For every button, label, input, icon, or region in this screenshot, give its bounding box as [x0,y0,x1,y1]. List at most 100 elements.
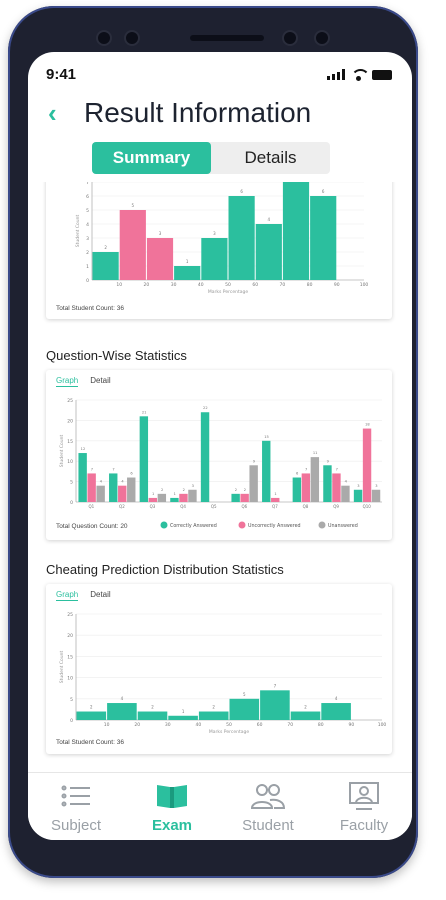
x-tick-label: 50 [225,282,231,288]
y-tick-label: 15 [67,654,73,660]
camera-dot [126,32,138,44]
x-tick-label: Q5 [211,504,217,509]
wifi-icon [351,69,370,81]
x-tick-label: Q4 [180,504,186,509]
x-tick-label: 10 [104,722,110,728]
bar-value-label: 5 [132,203,135,208]
bar [341,485,350,502]
x-tick-label: Q7 [272,504,278,509]
bar-value-label: 4 [335,696,338,701]
bar [137,711,168,720]
bar-value-label: 11 [313,451,318,455]
bar-value-label: 3 [357,484,359,488]
nav-item-subject[interactable]: Subject [28,773,124,840]
bar [228,196,255,280]
bar [200,412,210,502]
y-tick-label: 5 [86,208,89,214]
header: ‹ Result Information [28,92,412,136]
bar-value-label: 21 [142,410,147,414]
x-tick-label: 60 [252,282,258,288]
bar-value-label: 5 [243,692,246,697]
legend-swatch [318,521,326,529]
bar [353,489,363,502]
bar-value-label: 6 [322,189,325,194]
bar [78,453,87,502]
tab-details[interactable]: Details [244,148,297,167]
score-distribution-chart: 0 1 2 3 4 5 6 7 Student Count Marks Percentage 2 10… [75,182,369,295]
bar-value-label: 2 [104,245,107,250]
bar [292,477,302,502]
nav-item-exam[interactable]: Exam [124,773,220,840]
cheat-footer: Total Student Count: 36 [56,739,124,746]
x-tick-label: 80 [318,722,324,728]
bar-value-label: 7 [112,467,114,471]
nav-item-faculty[interactable]: Faculty [316,773,412,840]
content-scroll[interactable]: 0 1 2 3 4 5 6 7 Student Count Marks Percentage 2 10… [28,182,412,772]
bar [119,210,146,280]
bar [127,477,136,502]
bar [92,252,119,280]
cheat-tab-graph[interactable]: Graph [56,590,79,601]
bar-value-label: 4 [268,217,271,222]
question-tab-detail[interactable]: Detail [90,376,111,385]
bar [148,497,158,502]
chevron-left-icon[interactable]: ‹ [48,98,57,128]
front-camera [284,32,296,44]
bar [282,182,310,280]
y-tick-label: 0 [70,500,73,506]
book-icon [157,785,187,808]
y-tick-label: 15 [67,439,73,445]
bar-value-label: 4 [345,480,348,484]
bar [323,465,332,502]
bar-value-label: 6 [240,189,243,194]
x-axis-label: Marks Percentage [208,289,248,295]
bar-value-label: 3 [375,484,377,488]
bar [188,489,197,502]
y-tick-label: 3 [86,236,89,242]
x-tick-label: Q1 [88,504,94,509]
bottom-nav: Subject Exam Student [28,772,412,840]
x-tick-label: 80 [307,282,313,288]
bar [146,238,174,280]
x-tick-label: Q2 [119,504,125,509]
screen: 9:41 ‹ Result Information Summary Detail… [28,52,412,840]
nav-label-faculty: Faculty [339,817,389,834]
question-tab-graph[interactable]: Graph [56,376,79,387]
bar-value-label: 1 [152,492,154,496]
y-axis-label: Student Count [59,651,65,684]
bar [198,711,229,720]
x-tick-label: 100 [378,722,387,728]
y-tick-label: 5 [70,697,73,703]
view-segment: Summary Details [92,142,330,174]
status-time: 9:41 [46,66,77,83]
nav-label-exam: Exam [151,817,193,834]
bar-value-label: 22 [203,406,208,410]
bar-value-label: 7 [305,467,307,471]
x-tick-label: 50 [226,722,232,728]
users-icon [250,784,286,809]
nav-label-student: Student [242,817,294,834]
bar-value-label: 2 [161,488,163,492]
bar-value-label: 1 [182,709,185,714]
legend-swatch [160,521,168,529]
x-tick-label: 10 [116,282,122,288]
bar [109,473,118,502]
x-tick-label: 100 [360,282,369,288]
y-tick-label: 10 [67,676,73,682]
tab-summary[interactable]: Summary [92,142,211,174]
x-tick-label: 20 [144,282,150,288]
y-tick-label: 20 [67,418,73,424]
nav-item-student[interactable]: Student [220,773,316,840]
bar-value-label: 2 [212,705,215,710]
status-bar: 9:41 [28,52,412,92]
bar [332,473,341,502]
score-footer: Total Student Count: 36 [56,305,124,312]
cheat-tab-detail[interactable]: Detail [90,590,111,599]
y-tick-label: 25 [67,398,73,404]
y-tick-label: 10 [67,459,73,465]
bar [260,690,290,720]
bar-value-label: 4 [121,696,124,701]
bar-value-label: 7 [91,467,93,471]
